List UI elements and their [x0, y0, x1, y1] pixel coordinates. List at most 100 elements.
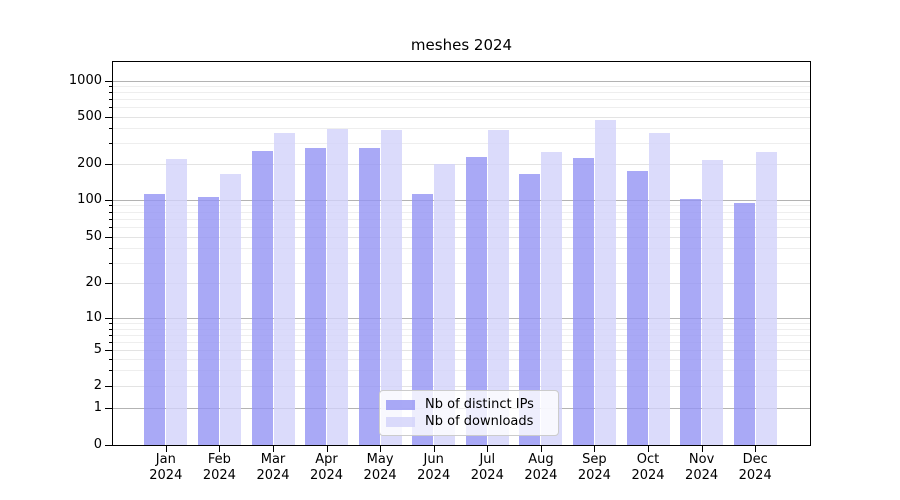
chart-title: meshes 2024 [410, 36, 513, 54]
gridline-300 [113, 142, 810, 144]
y-minor-tick-3 [109, 370, 112, 372]
bar-nb-of-distinct-ips-mar-2024 [251, 150, 273, 445]
legend-item-downloads: Nb of downloads [386, 413, 550, 430]
y-tick-label-200: 200 [77, 155, 102, 171]
x-tick-jun-2024 [433, 446, 435, 452]
y-minor-tick-40 [109, 248, 112, 249]
gridline-100 [113, 199, 810, 201]
x-tick-mar-2024 [273, 446, 274, 452]
gridline-7 [113, 334, 810, 336]
gridline-2 [113, 386, 810, 387]
legend-swatch-distinct-ips [386, 399, 415, 410]
x-tick-nov-2024 [701, 446, 703, 452]
gridline-900 [113, 86, 810, 88]
y-minor-tick-900 [109, 86, 112, 88]
y-minor-tick-400 [109, 128, 112, 129]
y-tick-5 [105, 350, 112, 351]
y-minor-tick-8 [109, 328, 112, 330]
bar-nb-of-downloads-apr-2024 [327, 129, 348, 445]
legend-swatch-downloads [386, 416, 415, 427]
bar-nb-of-distinct-ips-apr-2024 [305, 147, 326, 445]
y-tick-2 [105, 386, 112, 387]
y-minor-tick-600 [109, 107, 112, 109]
gridline-8 [113, 328, 810, 330]
gridline-600 [113, 107, 810, 109]
y-minor-tick-700 [109, 99, 112, 101]
x-tick-label-dec-2024: Dec 2024 [738, 452, 772, 483]
plot-area [112, 61, 811, 446]
bar-nb-of-downloads-jun-2024 [434, 164, 456, 445]
bar-nb-of-distinct-ips-may-2024 [358, 148, 380, 445]
y-tick-label-10: 10 [85, 310, 102, 326]
y-tick-label-2: 2 [93, 378, 102, 393]
gridline-50 [113, 236, 810, 238]
y-minor-tick-60 [109, 226, 112, 228]
legend-label-downloads: Nb of downloads [425, 414, 534, 429]
x-tick-jul-2024 [487, 446, 489, 452]
y-tick-1 [105, 408, 112, 410]
y-tick-0 [105, 444, 112, 446]
y-tick-200 [105, 163, 112, 165]
y-minor-tick-800 [109, 92, 112, 94]
bar-nb-of-downloads-dec-2024 [755, 151, 777, 445]
y-tick-20 [105, 283, 112, 285]
bar-nb-of-distinct-ips-jul-2024 [465, 157, 487, 445]
gridline-200 [113, 163, 810, 165]
bar-nb-of-distinct-ips-nov-2024 [680, 198, 702, 445]
y-tick-label-0: 0 [93, 436, 102, 452]
x-tick-apr-2024 [326, 446, 328, 452]
gridline-30 [113, 262, 810, 264]
gridline-1000 [113, 80, 810, 82]
y-minor-tick-30 [109, 262, 112, 264]
x-tick-dec-2024 [755, 446, 757, 452]
y-tick-10 [105, 318, 112, 320]
y-tick-label-100: 100 [77, 191, 102, 207]
x-tick-label-mar-2024: Mar 2024 [256, 452, 290, 483]
bar-nb-of-downloads-aug-2024 [541, 151, 563, 445]
gridline-10 [113, 318, 810, 320]
gridline-700 [113, 99, 810, 101]
gridline-90 [113, 205, 810, 207]
plot-canvas [113, 62, 810, 445]
y-minor-tick-6 [109, 341, 112, 343]
y-tick-label-20: 20 [85, 275, 102, 291]
y-tick-50 [105, 236, 112, 238]
x-tick-label-aug-2024: Aug 2024 [524, 452, 558, 483]
x-tick-label-apr-2024: Apr 2024 [309, 452, 344, 483]
x-tick-label-sep-2024: Sep 2024 [577, 452, 611, 483]
x-tick-oct-2024 [648, 446, 649, 452]
gridline-3 [113, 370, 810, 372]
bar-nb-of-distinct-ips-feb-2024 [197, 197, 219, 445]
y-minor-tick-70 [109, 218, 112, 220]
gridline-40 [113, 248, 810, 249]
y-tick-label-1: 1 [93, 400, 102, 416]
x-tick-feb-2024 [219, 446, 221, 452]
x-tick-label-may-2024: May 2024 [363, 452, 397, 483]
y-tick-500 [105, 116, 112, 118]
gridline-80 [113, 211, 810, 213]
gridline-70 [113, 218, 810, 220]
bar-nb-of-distinct-ips-sep-2024 [572, 157, 594, 445]
gridline-500 [113, 116, 810, 118]
gridline-9 [113, 323, 810, 325]
x-tick-sep-2024 [594, 446, 596, 452]
legend: Nb of distinct IPs Nb of downloads [379, 390, 559, 436]
gridline-5 [113, 350, 810, 351]
gridline-20 [113, 283, 810, 285]
bar-nb-of-downloads-sep-2024 [594, 120, 616, 445]
y-minor-tick-300 [109, 142, 112, 144]
y-tick-label-1000: 1000 [68, 72, 102, 88]
y-tick-label-50: 50 [85, 228, 102, 244]
bar-nb-of-distinct-ips-aug-2024 [519, 173, 541, 445]
x-tick-label-oct-2024: Oct 2024 [631, 452, 665, 483]
gridline-4 [113, 358, 810, 360]
y-minor-tick-80 [109, 211, 112, 213]
gridline-800 [113, 92, 810, 94]
bar-nb-of-distinct-ips-jun-2024 [412, 193, 434, 445]
y-tick-100 [105, 199, 112, 201]
y-minor-tick-7 [109, 334, 112, 336]
x-tick-may-2024 [380, 446, 382, 452]
bar-nb-of-downloads-jul-2024 [487, 130, 509, 445]
gridline-6 [113, 341, 810, 343]
